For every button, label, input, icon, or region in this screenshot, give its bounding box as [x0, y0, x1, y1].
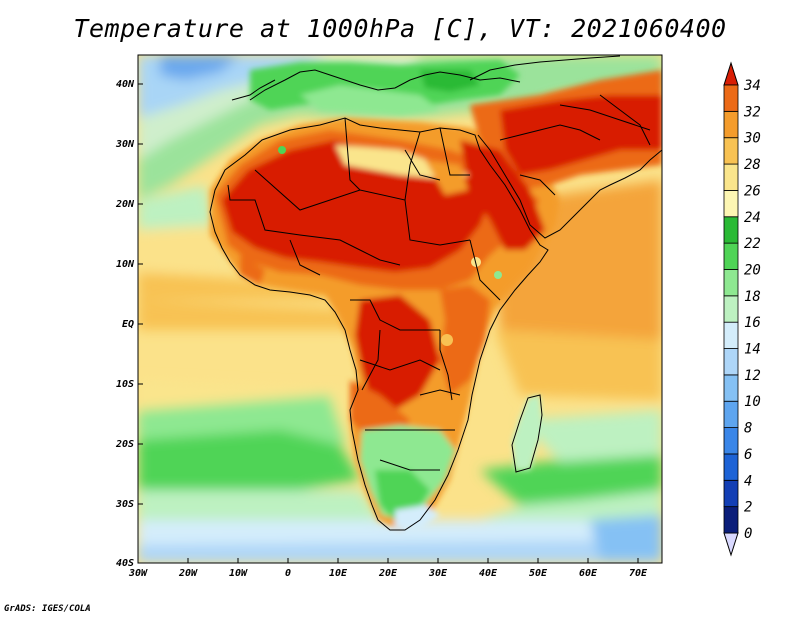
lat-tick-label: 40S [116, 558, 134, 569]
lat-tick-label: 40N [116, 79, 135, 90]
lat-tick-label: 30N [115, 139, 135, 150]
map-title: Temperature at 1000hPa [C], VT: 20210604… [73, 14, 727, 43]
lon-tick-label: 10E [329, 568, 348, 579]
colorbar-segment [723, 427, 739, 455]
colorbar-label: 28 [744, 157, 761, 173]
coastlines [209, 55, 662, 531]
colorbar-segment [723, 137, 739, 165]
colorbar-label: 4 [744, 473, 752, 489]
colorbar-segment [723, 242, 739, 270]
colorbar-label: 10 [744, 394, 761, 410]
colorbar-segment [723, 269, 739, 297]
colorbar-label: 30 [743, 131, 761, 147]
colorbar-label: 2 [744, 500, 752, 516]
colorbar-label: 26 [744, 183, 761, 199]
colorbar-segment [723, 190, 739, 218]
colorbar-segment [723, 348, 739, 376]
credit-text: GrADS: IGES/COLA [4, 604, 91, 614]
colorbar-label: 0 [744, 526, 752, 542]
temperature-field [138, 55, 662, 563]
lon-tick-label: 60E [579, 568, 598, 579]
colorbar-segment [723, 506, 739, 534]
colorbar-label: 14 [744, 342, 761, 358]
colorbar-segment [723, 163, 739, 191]
colorbar-segment [723, 479, 739, 508]
lon-tick-label: 70E [629, 568, 648, 579]
lat-tick-label: 30S [115, 499, 134, 510]
colorbar-high-arrow [723, 61, 739, 86]
colorbar-label: 8 [744, 421, 752, 437]
longitude-axis: 30W 20W 10W 0 10E 20E 30E 40E 50E 60E 70E [128, 558, 648, 579]
lat-tick-label: 10S [116, 379, 134, 390]
lon-tick-label: 30E [428, 568, 448, 579]
colorbar-low-arrow [723, 532, 739, 557]
colorbar-label: 24 [744, 210, 761, 226]
plot-frame [137, 54, 663, 564]
lat-tick-label: 10N [116, 259, 135, 270]
lon-tick-label: 20E [378, 568, 398, 579]
latitude-axis: 40N 30N 20N 10N EQ 10S 20S 30S 40S [115, 79, 143, 569]
lat-tick-label: EQ [122, 319, 134, 330]
colorbar-label: 22 [744, 236, 761, 252]
colorbar-segment [723, 374, 739, 402]
lon-tick-label: 20W [178, 568, 198, 579]
lat-tick-label: 20S [115, 439, 134, 450]
colorbar-segment [723, 110, 739, 139]
colorbar-label: 20 [744, 262, 761, 278]
colorbar-label: 32 [743, 104, 761, 120]
lon-tick-label: 50E [529, 568, 548, 579]
colorbar-label: 12 [744, 368, 761, 384]
colorbar-segment [723, 295, 739, 323]
colorbar-segment [723, 321, 739, 349]
colorbar-label: 34 [743, 78, 761, 94]
colorbar-segment [723, 84, 739, 112]
lon-tick-label: 0 [285, 568, 291, 579]
lat-tick-label: 20N [115, 199, 135, 210]
lon-tick-label: 30W [128, 568, 148, 579]
colorbar-segment [723, 400, 739, 428]
lon-tick-label: 10W [229, 568, 248, 579]
colorbar-segment [723, 453, 739, 481]
colorbar-label: 18 [744, 289, 761, 305]
colorbar-label: 16 [744, 315, 761, 331]
colorbar-label: 6 [744, 447, 752, 463]
lon-tick-label: 40E [479, 568, 498, 579]
colorbar-segment [723, 216, 739, 244]
